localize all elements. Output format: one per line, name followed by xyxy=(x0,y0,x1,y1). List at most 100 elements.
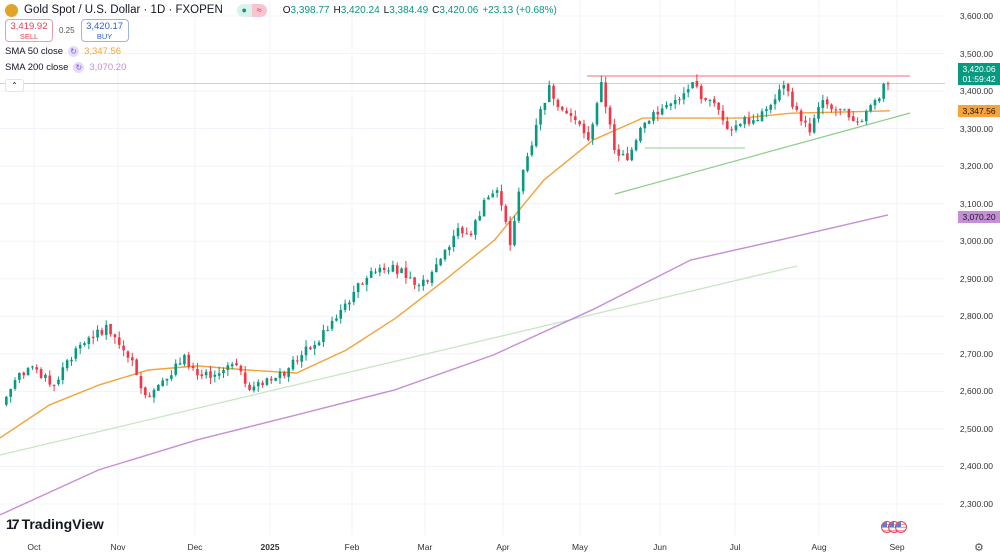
candle-body xyxy=(886,83,890,85)
candle-body xyxy=(417,285,421,287)
candle-body xyxy=(126,351,130,358)
candle-body xyxy=(461,227,464,234)
sma50-price-tag: 3,347.56 xyxy=(958,105,1000,117)
open-value: 3,398.77 xyxy=(290,4,330,16)
candle-body xyxy=(465,233,469,235)
candle-body xyxy=(235,363,238,366)
data-delay-icon: ≈ xyxy=(251,3,267,17)
symbol-title[interactable]: Gold Spot / U.S. Dollar · 1D · FXOPEN xyxy=(24,4,223,16)
candle-body xyxy=(109,323,112,335)
candle-body xyxy=(404,267,408,279)
chevron-up-icon: ⌃ xyxy=(11,81,18,90)
candle-body xyxy=(256,382,260,387)
candle-body xyxy=(57,379,60,385)
candle-body xyxy=(135,359,138,375)
candle-body xyxy=(851,116,855,121)
high-label: H xyxy=(333,4,341,16)
candle-body xyxy=(326,329,330,331)
candle-body xyxy=(478,216,482,221)
indicator-sma200[interactable]: SMA 200 close ↻ 3,070.20 xyxy=(5,62,126,73)
candle-body xyxy=(226,365,230,370)
candle-body xyxy=(187,354,191,368)
sma50-line xyxy=(0,110,891,439)
candle-body xyxy=(630,149,634,161)
candle-body xyxy=(526,156,529,171)
candle-body xyxy=(782,85,786,89)
candle-body xyxy=(300,354,303,362)
buy-button[interactable]: 3,420.17 BUY xyxy=(80,19,129,42)
collapse-legend-button[interactable]: ⌃ xyxy=(5,79,24,92)
candle-body xyxy=(812,118,816,133)
spread: 0.25 xyxy=(59,26,75,35)
candle-body xyxy=(517,191,521,221)
candle-body xyxy=(804,120,807,123)
candle-body xyxy=(161,380,164,386)
price-tick-label: 2,500.00 xyxy=(959,423,993,434)
candle-body xyxy=(139,376,143,389)
candle-body xyxy=(739,123,742,127)
candle-body xyxy=(752,120,755,124)
candle-body xyxy=(582,123,586,134)
candle-body xyxy=(178,363,182,365)
candle-body xyxy=(239,365,243,372)
candle-body xyxy=(413,277,416,285)
candle-body xyxy=(565,110,568,114)
candle-body xyxy=(322,330,325,343)
low-value: 3,384.49 xyxy=(389,4,429,16)
candle-body xyxy=(352,291,356,303)
price-tick-label: 2,800.00 xyxy=(959,311,993,322)
candle-body xyxy=(439,258,442,266)
candle-body xyxy=(660,108,664,115)
candle-body xyxy=(539,109,542,125)
candle-body xyxy=(543,102,547,110)
settings-icon[interactable]: ⚙ xyxy=(974,542,984,554)
candle-body xyxy=(817,107,820,119)
buy-label: BUY xyxy=(96,32,113,41)
candle-body xyxy=(291,359,295,370)
candle-body xyxy=(508,220,512,245)
candle-body xyxy=(613,124,616,151)
candle-body xyxy=(495,190,499,193)
us-event-flag-icon[interactable] xyxy=(895,521,907,533)
candle-body xyxy=(869,105,872,112)
candle-body xyxy=(122,345,125,351)
trendline xyxy=(0,265,798,456)
candle-body xyxy=(343,303,347,310)
candle-body xyxy=(348,302,351,305)
indicator-sma50[interactable]: SMA 50 close ↻ 3,347.56 xyxy=(5,46,121,57)
tradingview-logo[interactable]: 17 TradingView xyxy=(6,516,104,532)
price-tick-label: 3,000.00 xyxy=(959,236,993,247)
market-status[interactable]: ● ≈ xyxy=(236,3,267,17)
candle-body xyxy=(378,267,382,273)
candle-body xyxy=(856,121,859,123)
sma200-price-tag: 3,070.20 xyxy=(958,211,1000,223)
candle-body xyxy=(39,369,43,378)
sma200-line xyxy=(0,214,889,516)
candle-body xyxy=(747,117,751,124)
candle-body xyxy=(230,364,234,367)
candle-body xyxy=(621,153,625,156)
tradingview-mark-icon: 17 xyxy=(6,516,20,532)
price-tick-label: 3,200.00 xyxy=(959,161,993,172)
candle-body xyxy=(369,271,373,278)
close-value: 3,420.06 xyxy=(439,4,479,16)
candle-body xyxy=(469,233,473,236)
candle-body xyxy=(578,121,581,125)
candle-body xyxy=(860,121,864,123)
candle-body xyxy=(882,83,885,99)
indicator-value: 3,347.56 xyxy=(84,46,122,57)
candle-body xyxy=(382,267,386,271)
candle-body xyxy=(87,337,91,344)
candle-body xyxy=(569,113,573,116)
candle-body xyxy=(639,127,642,141)
change-value: +23.13 (+0.68%) xyxy=(482,4,557,16)
candle-body xyxy=(873,100,877,106)
candle-body xyxy=(18,372,21,380)
candle-body xyxy=(91,336,95,339)
sell-button[interactable]: 3,419.92 SELL xyxy=(5,19,53,42)
candle-body xyxy=(778,89,781,101)
candle-body xyxy=(130,357,134,361)
candle-body xyxy=(717,102,720,110)
candle-body xyxy=(521,169,525,192)
